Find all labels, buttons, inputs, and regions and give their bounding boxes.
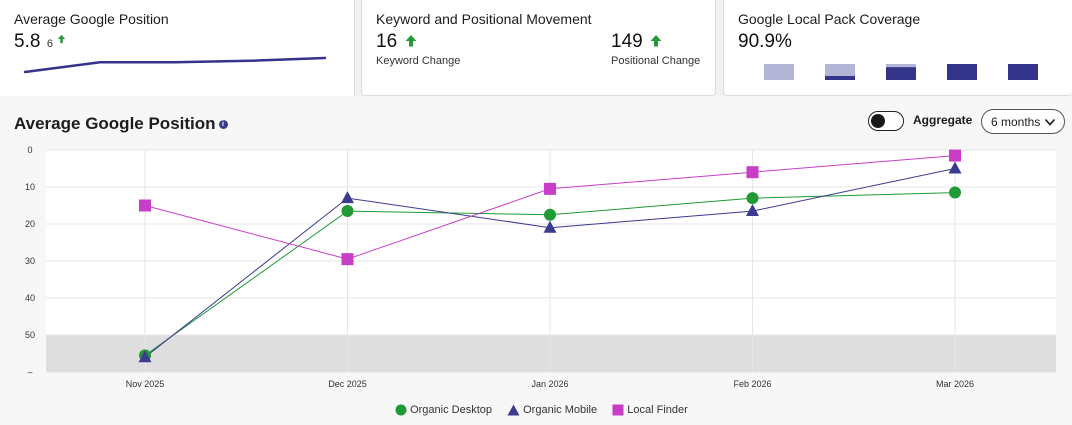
position-chart: 0 10 20 30 40 50 – Nov 2025 Dec 2025 Jan 2026 Feb … <box>25 145 1056 389</box>
range-select[interactable]: 6 months <box>981 109 1065 134</box>
mini-bar <box>947 64 977 80</box>
y-tick-label: 0 <box>27 145 32 155</box>
keyword-movement-title: Keyword and Positional Movement <box>376 11 592 27</box>
positional-change-value: 149 <box>611 31 643 52</box>
x-tick-label: Nov 2025 <box>126 379 165 389</box>
legend-label-organic-desktop: Organic Desktop <box>410 404 492 416</box>
local-pack-value: 90.9% <box>738 31 792 52</box>
data-point-organic-mobile[interactable] <box>746 204 759 217</box>
avg-position-value: 5.8 <box>14 31 41 52</box>
up-arrow-icon <box>650 35 662 47</box>
data-point-local-finder[interactable] <box>544 182 556 195</box>
x-tick-label: Jan 2026 <box>531 379 568 389</box>
local-pack-title: Google Local Pack Coverage <box>738 11 921 27</box>
data-point-organic-desktop[interactable] <box>544 208 556 221</box>
data-point-local-finder[interactable] <box>746 166 759 179</box>
mini-bar <box>1008 64 1038 80</box>
chart-title: Average Google Position i <box>14 114 228 134</box>
mini-bar <box>825 64 855 80</box>
data-point-organic-desktop[interactable] <box>746 192 759 205</box>
positional-change-value-row: 149 <box>611 31 662 53</box>
y-tick-label: 20 <box>25 219 35 229</box>
y-tick-label: 40 <box>25 293 35 303</box>
data-point-organic-mobile[interactable] <box>948 161 962 174</box>
x-tick-label: Dec 2025 <box>328 379 367 389</box>
y-tick-label: 30 <box>25 256 35 266</box>
aggregate-label: Aggregate <box>913 113 973 127</box>
keyword-change-value-row: 16 <box>376 31 417 53</box>
up-arrow-icon <box>58 34 66 43</box>
data-point-organic-desktop[interactable] <box>341 205 354 218</box>
keyword-movement-card[interactable]: Keyword and Positional Movement 16 Keywo… <box>361 0 716 96</box>
y-tick-label: 10 <box>25 182 35 192</box>
data-point-local-finder[interactable] <box>139 199 151 212</box>
sparkline-line <box>23 56 327 74</box>
data-point-organic-mobile[interactable] <box>341 191 354 204</box>
data-point-organic-mobile[interactable] <box>543 220 557 233</box>
legend-label-organic-mobile: Organic Mobile <box>523 404 598 416</box>
triangle-marker-icon <box>507 404 520 416</box>
legend-item-organic-mobile[interactable]: Organic Mobile <box>507 404 600 416</box>
mini-bar <box>886 64 916 80</box>
chart-title-text: Average Google Position <box>14 114 216 133</box>
x-tick-label: Feb 2026 <box>733 379 771 389</box>
avg-position-title: Average Google Position <box>14 11 169 27</box>
shaded-band <box>46 335 1056 372</box>
avg-position-card[interactable]: Average Google Position 5.8 6 <box>0 0 355 96</box>
data-point-organic-desktop[interactable] <box>949 186 961 199</box>
local-pack-value-row: 90.9% <box>738 31 792 53</box>
y-tick-label: 50 <box>25 330 35 340</box>
y-tick-label: – <box>27 367 32 377</box>
data-point-local-finder[interactable] <box>341 253 354 266</box>
chevron-down-icon <box>1044 118 1056 126</box>
positional-change-label: Positional Change <box>611 55 701 67</box>
chart-legend: Organic Desktop Organic Mobile Local Fin… <box>395 404 688 416</box>
circle-marker-icon <box>395 404 407 416</box>
mini-bar <box>764 64 794 80</box>
info-icon[interactable]: i <box>218 120 228 130</box>
aggregate-toggle-knob <box>871 113 885 128</box>
avg-position-value-row: 5.8 6 <box>14 31 66 53</box>
up-arrow-icon <box>405 35 417 47</box>
keyword-change-label: Keyword Change <box>376 55 461 67</box>
x-tick-label: Mar 2026 <box>936 379 974 389</box>
aggregate-toggle[interactable] <box>868 111 904 131</box>
local-pack-mini-bars <box>764 64 1038 80</box>
data-point-organic-mobile[interactable] <box>138 350 152 363</box>
range-select-value: 6 months <box>991 115 1041 129</box>
legend-item-organic-desktop[interactable]: Organic Desktop <box>395 404 495 416</box>
legend-label-local-finder: Local Finder <box>627 404 688 416</box>
keyword-change-value: 16 <box>376 31 398 52</box>
legend-item-local-finder[interactable]: Local Finder <box>612 404 688 416</box>
square-marker-icon <box>612 404 624 416</box>
avg-position-change: 6 <box>46 38 53 50</box>
local-pack-card[interactable]: Google Local Pack Coverage 90.9% <box>723 0 1072 96</box>
avg-position-sparkline <box>23 56 327 74</box>
data-point-local-finder[interactable] <box>949 149 961 162</box>
